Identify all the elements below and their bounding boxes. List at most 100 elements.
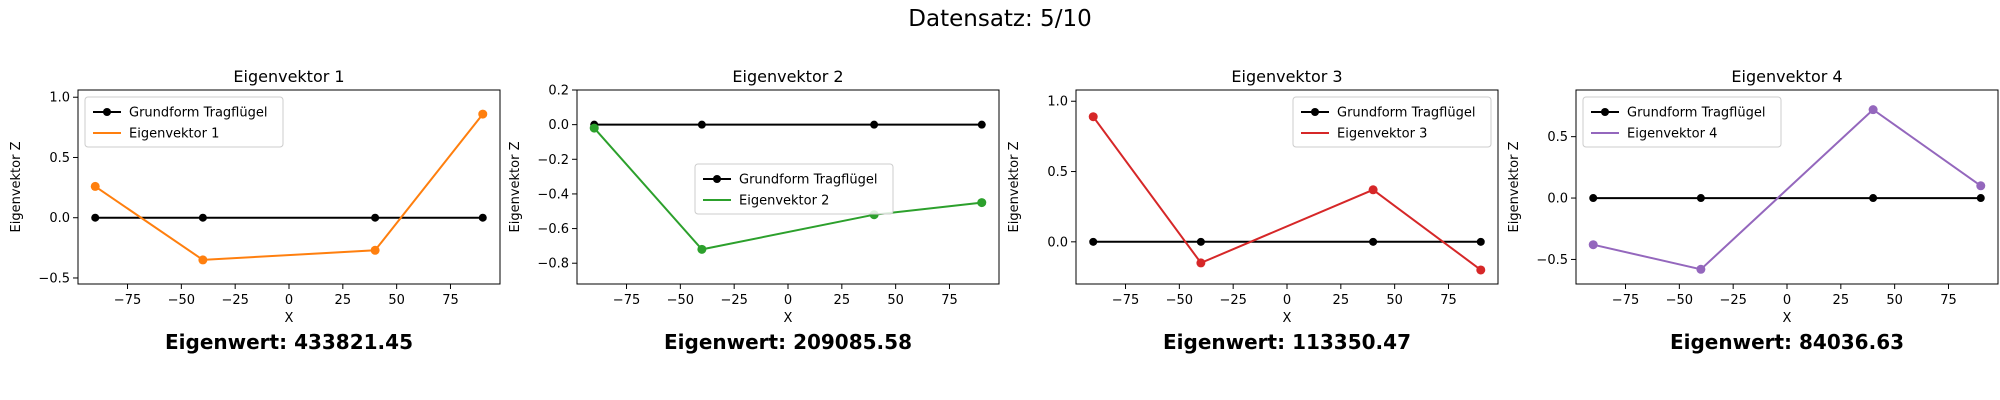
legend-box bbox=[694, 163, 894, 215]
y-axis-label: Eigenvektor Z bbox=[508, 141, 523, 232]
data-point bbox=[1696, 194, 1705, 203]
legend-marker bbox=[1601, 108, 1609, 116]
data-point bbox=[370, 245, 380, 255]
y-tick-label: −0.5 bbox=[1536, 253, 1568, 268]
y-tick-label: 0.5 bbox=[1047, 165, 1068, 180]
data-point bbox=[1869, 194, 1878, 203]
series-line bbox=[1592, 108, 1982, 271]
x-tick-label: −75 bbox=[613, 293, 640, 308]
series-line bbox=[94, 113, 484, 261]
x-axis-label: X bbox=[1283, 311, 1292, 326]
data-point bbox=[1476, 237, 1485, 246]
legend-box bbox=[1292, 96, 1492, 148]
eigenwert-label-1: Eigenwert: 433821.45 bbox=[165, 330, 413, 354]
x-tick-label: 50 bbox=[887, 293, 904, 308]
data-point bbox=[1589, 194, 1598, 203]
y-tick-label: 0.0 bbox=[548, 118, 569, 133]
data-point bbox=[1368, 185, 1378, 195]
x-tick-label: 25 bbox=[1333, 293, 1350, 308]
legend-box bbox=[84, 96, 284, 148]
data-point bbox=[90, 181, 100, 191]
y-tick-label: 0.5 bbox=[49, 151, 70, 166]
x-tick-label: −25 bbox=[720, 293, 747, 308]
y-tick-label: −0.6 bbox=[537, 222, 569, 237]
legend-label: Eigenvektor 1 bbox=[129, 127, 219, 142]
data-point bbox=[1976, 181, 1986, 191]
x-tick-label: 75 bbox=[941, 293, 958, 308]
data-point bbox=[478, 213, 487, 222]
legend-marker bbox=[1311, 108, 1319, 116]
data-point bbox=[870, 120, 879, 129]
series-line bbox=[1092, 116, 1482, 271]
x-axis-label: X bbox=[1783, 311, 1792, 326]
x-tick-label: 75 bbox=[442, 293, 459, 308]
y-tick-label: 1.0 bbox=[49, 91, 70, 106]
plot-frame bbox=[576, 89, 1000, 285]
x-tick-label: −75 bbox=[1112, 293, 1139, 308]
eigenwert-label-3: Eigenwert: 113350.47 bbox=[1163, 330, 1411, 354]
chart-title: Eigenvektor 2 bbox=[732, 67, 843, 86]
y-tick-label: 0.5 bbox=[1547, 130, 1568, 145]
chart-title: Eigenvektor 3 bbox=[1231, 67, 1342, 86]
y-tick-label: 0.2 bbox=[548, 84, 569, 99]
data-point bbox=[1088, 112, 1098, 122]
data-point bbox=[198, 255, 208, 265]
x-tick-label: 25 bbox=[834, 293, 851, 308]
x-tick-label: 50 bbox=[388, 293, 405, 308]
eigenwert-label-2: Eigenwert: 209085.58 bbox=[664, 330, 912, 354]
data-point bbox=[1089, 237, 1098, 246]
y-tick-label: −0.8 bbox=[537, 257, 569, 272]
y-tick-label: 0.0 bbox=[1047, 235, 1068, 250]
x-tick-label: 50 bbox=[1386, 293, 1403, 308]
data-point bbox=[198, 213, 207, 222]
x-tick-label: −75 bbox=[1612, 293, 1639, 308]
y-axis-label: Eigenvektor Z bbox=[9, 141, 24, 232]
eigenwert-label-4: Eigenwert: 84036.63 bbox=[1669, 330, 1905, 354]
chart-title: Eigenvektor 1 bbox=[233, 67, 344, 86]
x-tick-label: −75 bbox=[114, 293, 141, 308]
x-tick-label: −50 bbox=[1666, 293, 1693, 308]
y-tick-label: −0.2 bbox=[537, 153, 569, 168]
data-point bbox=[1868, 105, 1878, 115]
y-axis-label: Eigenvektor Z bbox=[1007, 141, 1022, 232]
x-tick-label: 50 bbox=[1886, 293, 1903, 308]
figure-suptitle: Datensatz: 5/10 bbox=[908, 6, 1092, 32]
data-point bbox=[977, 198, 987, 208]
x-tick-label: 0 bbox=[784, 293, 792, 308]
y-tick-label: 1.0 bbox=[1047, 95, 1068, 110]
x-tick-label: 0 bbox=[1283, 293, 1291, 308]
series-line bbox=[593, 127, 982, 251]
x-tick-label: −25 bbox=[1719, 293, 1746, 308]
data-point bbox=[697, 120, 706, 129]
data-point bbox=[1696, 264, 1706, 274]
data-point bbox=[1196, 237, 1205, 246]
legend-marker bbox=[713, 175, 721, 183]
data-point bbox=[478, 109, 488, 119]
x-tick-label: 25 bbox=[335, 293, 352, 308]
x-tick-label: −50 bbox=[667, 293, 694, 308]
x-tick-label: 75 bbox=[1440, 293, 1457, 308]
data-point bbox=[977, 120, 986, 129]
x-tick-label: 75 bbox=[1940, 293, 1957, 308]
data-point bbox=[91, 213, 100, 222]
data-point bbox=[371, 213, 380, 222]
x-tick-label: −25 bbox=[221, 293, 248, 308]
plot-frame bbox=[1075, 89, 1499, 285]
legend-label: Eigenvektor 2 bbox=[739, 194, 829, 209]
plot-frame bbox=[1575, 89, 1999, 285]
x-tick-label: 25 bbox=[1833, 293, 1850, 308]
legend-label: Eigenvektor 3 bbox=[1337, 127, 1427, 142]
x-tick-label: −25 bbox=[1219, 293, 1246, 308]
legend-marker bbox=[103, 108, 111, 116]
x-tick-label: 0 bbox=[1783, 293, 1791, 308]
legend: Grundform Tragflügel Eigenvektor 1 bbox=[84, 96, 284, 148]
legend-label: Grundform Tragflügel bbox=[739, 173, 877, 188]
chart-title: Eigenvektor 4 bbox=[1731, 67, 1842, 86]
data-point bbox=[589, 123, 599, 133]
y-tick-label: 0.0 bbox=[49, 211, 70, 226]
legend: Grundform Tragflügel Eigenvektor 3 bbox=[1292, 96, 1492, 148]
